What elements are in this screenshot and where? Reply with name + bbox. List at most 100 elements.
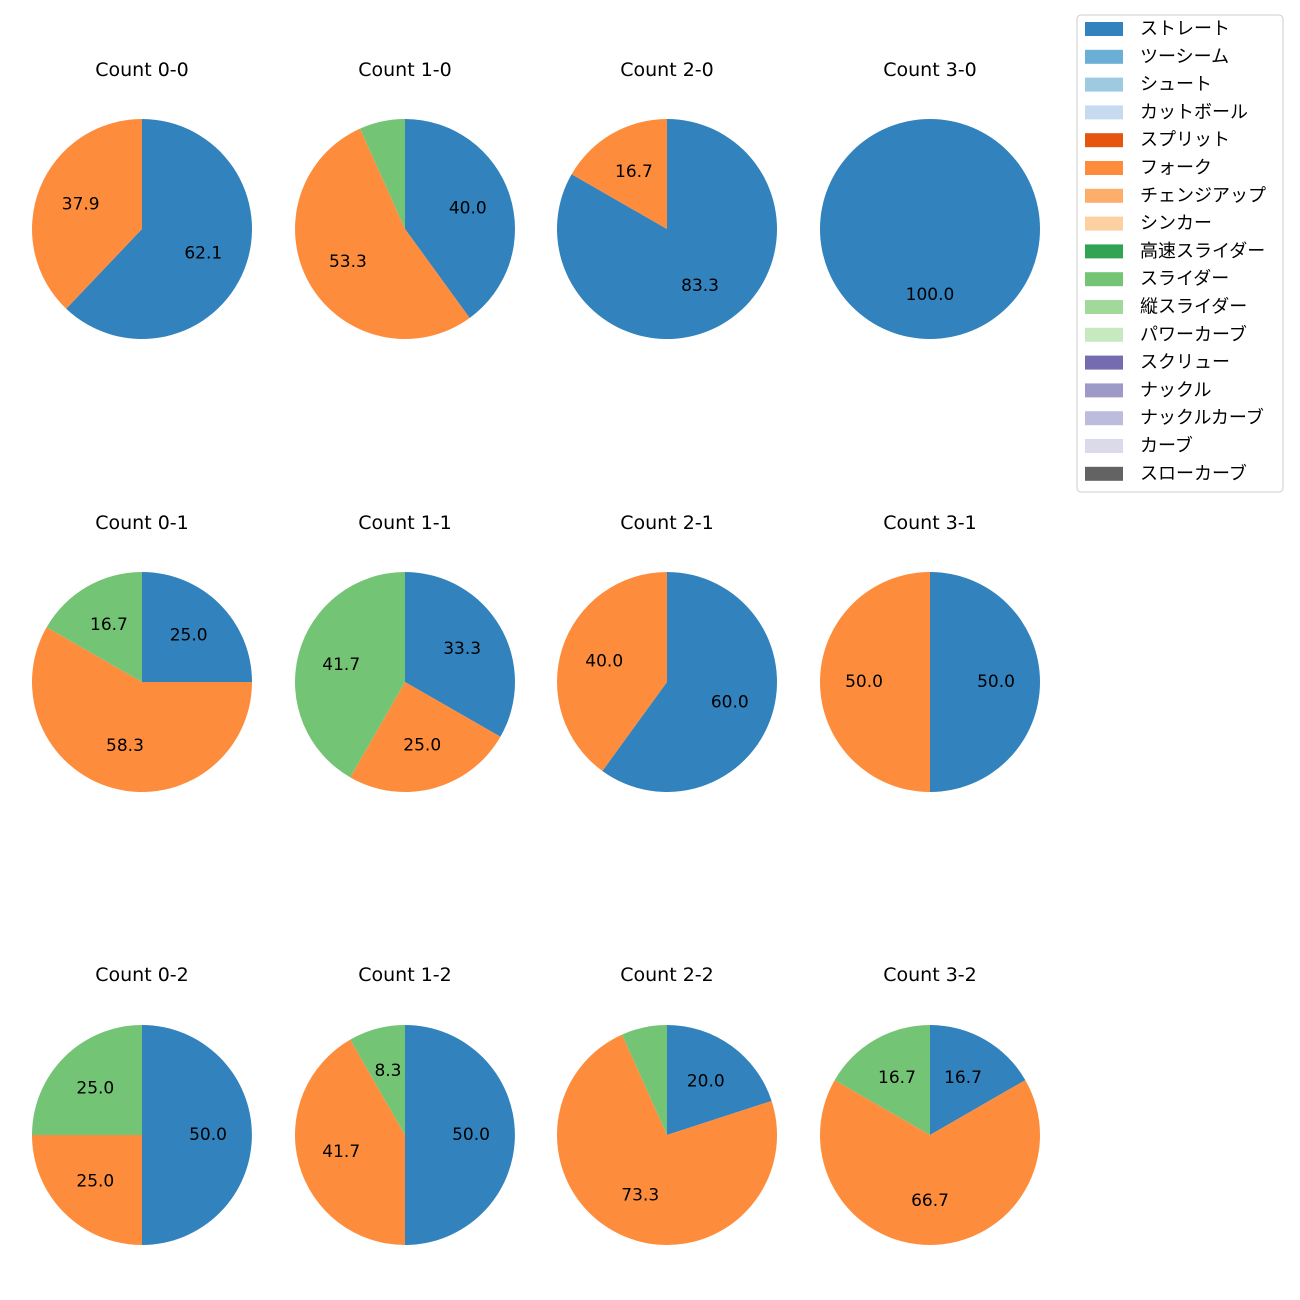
- pie-slice: [405, 572, 516, 737]
- legend-swatch: [1085, 216, 1123, 231]
- legend-item: カーブ: [1085, 435, 1193, 457]
- slice-label: 8.3: [374, 1061, 401, 1081]
- legend-item: カットボール: [1085, 102, 1248, 123]
- slice-label: 25.0: [403, 736, 441, 756]
- pie-panel: Count 2-1 60.0 40.0: [556, 512, 777, 792]
- pie-slice: [294, 572, 405, 778]
- slice-label: 25.0: [170, 625, 208, 645]
- pie-slice: [667, 1025, 772, 1135]
- legend-label: ストレート: [1140, 19, 1230, 40]
- slice-label: 40.0: [585, 652, 623, 672]
- slice-label: 16.7: [944, 1068, 982, 1088]
- slice-label: 58.3: [106, 736, 144, 756]
- legend-swatch: [1085, 383, 1123, 398]
- slice-label: 16.7: [878, 1068, 916, 1088]
- legend-swatch: [1085, 411, 1123, 426]
- pie-title: Count 1-0: [358, 59, 452, 81]
- legend-label: シュート: [1140, 74, 1212, 95]
- legend-item: チェンジアップ: [1085, 185, 1266, 206]
- slice-label: 60.0: [711, 692, 749, 712]
- legend-swatch: [1085, 161, 1123, 175]
- pie-panel: Count 2-0 83.3 16.7: [556, 59, 777, 339]
- pie-panel: Count 3-1 50.0 50.0: [820, 512, 1040, 792]
- legend-label: 縦スライダー: [1140, 297, 1247, 318]
- pie-slice: [820, 119, 1040, 339]
- legend-label: スライダー: [1140, 269, 1229, 290]
- pie-slice: [405, 1025, 515, 1245]
- legend-item: ストレート: [1085, 19, 1230, 40]
- pie-panel: Count 1-0 40.0 53.3: [295, 59, 516, 339]
- pie-panel: Count 2-2 20.0 73.3: [557, 964, 778, 1245]
- legend-item: スローカーブ: [1085, 462, 1247, 484]
- pie-panel: Count 1-2 50.0 41.7 8.3: [294, 964, 515, 1245]
- legend-swatch: [1085, 49, 1123, 64]
- slice-label: 50.0: [452, 1125, 490, 1145]
- slice-label: 73.3: [621, 1185, 659, 1205]
- pie-slice: [295, 128, 470, 339]
- legend-item: フォーク: [1085, 158, 1212, 179]
- legend-label: ツーシーム: [1140, 46, 1229, 67]
- legend-swatch: [1085, 133, 1123, 148]
- pie-title: Count 0-0: [95, 59, 189, 81]
- slice-label: 41.7: [322, 1142, 360, 1162]
- pie-slice: [622, 1025, 667, 1135]
- slice-label: 53.3: [329, 252, 367, 272]
- pie-slice: [930, 572, 1040, 792]
- legend-label: ナックル: [1140, 380, 1211, 401]
- pie-slice: [360, 119, 405, 229]
- legend-swatch: [1085, 300, 1123, 314]
- legend-item: 高速スライダー: [1085, 241, 1265, 262]
- legend-label: カーブ: [1140, 435, 1193, 457]
- pie-slice: [557, 1034, 778, 1245]
- legend-label: スローカーブ: [1140, 462, 1247, 484]
- pie-slice: [820, 572, 930, 792]
- slice-label: 66.7: [911, 1191, 949, 1211]
- slice-label: 50.0: [977, 672, 1015, 692]
- legend-label: スプリット: [1140, 130, 1230, 151]
- pie-title: Count 0-2: [95, 964, 189, 986]
- slice-label: 62.1: [184, 243, 222, 263]
- slice-label: 50.0: [189, 1125, 227, 1145]
- slice-label: 25.0: [76, 1078, 114, 1098]
- pie-title: Count 0-1: [95, 512, 189, 534]
- pie-slice: [32, 1025, 142, 1135]
- legend-label: 高速スライダー: [1140, 241, 1265, 262]
- legend-swatch: [1085, 22, 1123, 36]
- legend-swatch: [1085, 105, 1123, 120]
- pie-slice: [32, 1135, 142, 1245]
- legend-item: スプリット: [1085, 130, 1230, 151]
- legend-swatch: [1085, 244, 1123, 259]
- legend-swatch: [1085, 355, 1123, 370]
- pie-title: Count 1-1: [358, 512, 452, 534]
- slice-label: 16.7: [615, 162, 653, 182]
- legend-swatch: [1085, 439, 1123, 453]
- pie-panel: Count 0-0 62.1 37.9: [32, 59, 253, 339]
- slice-label: 20.0: [687, 1072, 725, 1092]
- pie-slice: [556, 572, 667, 771]
- pie-panel: Count 3-2 16.7 66.7 16.7: [820, 964, 1040, 1246]
- pie-slice: [820, 1080, 1040, 1246]
- legend-item: パワーカーブ: [1085, 323, 1247, 345]
- pie-panel: Count 0-2 50.0 25.0 25.0: [32, 964, 252, 1245]
- legend-label: チェンジアップ: [1140, 185, 1266, 206]
- legend-item: シンカー: [1085, 213, 1212, 234]
- pie-slice: [405, 119, 516, 318]
- legend-label: ナックルカーブ: [1140, 407, 1264, 429]
- pie-title: Count 2-0: [620, 59, 714, 81]
- pie-slice: [142, 572, 252, 682]
- slice-label: 41.7: [322, 655, 360, 675]
- slice-label: 100.0: [906, 285, 955, 305]
- pie-title: Count 3-1: [883, 512, 977, 534]
- pie-panel: Count 1-1 33.3 25.0 41.7: [294, 512, 516, 793]
- slice-label: 40.0: [449, 199, 487, 219]
- pie-slice: [930, 1025, 1026, 1135]
- pie-slice: [66, 119, 253, 339]
- pie-slice: [602, 572, 777, 792]
- pie-slice: [834, 1025, 930, 1135]
- legend-label: カットボール: [1140, 102, 1248, 123]
- slice-label: 83.3: [681, 276, 719, 296]
- pie-slice: [294, 1039, 405, 1245]
- legend: ストレートツーシームシュートカットボールスプリットフォークチェンジアップシンカー…: [1076, 14, 1284, 493]
- pie-title: Count 3-2: [883, 964, 977, 986]
